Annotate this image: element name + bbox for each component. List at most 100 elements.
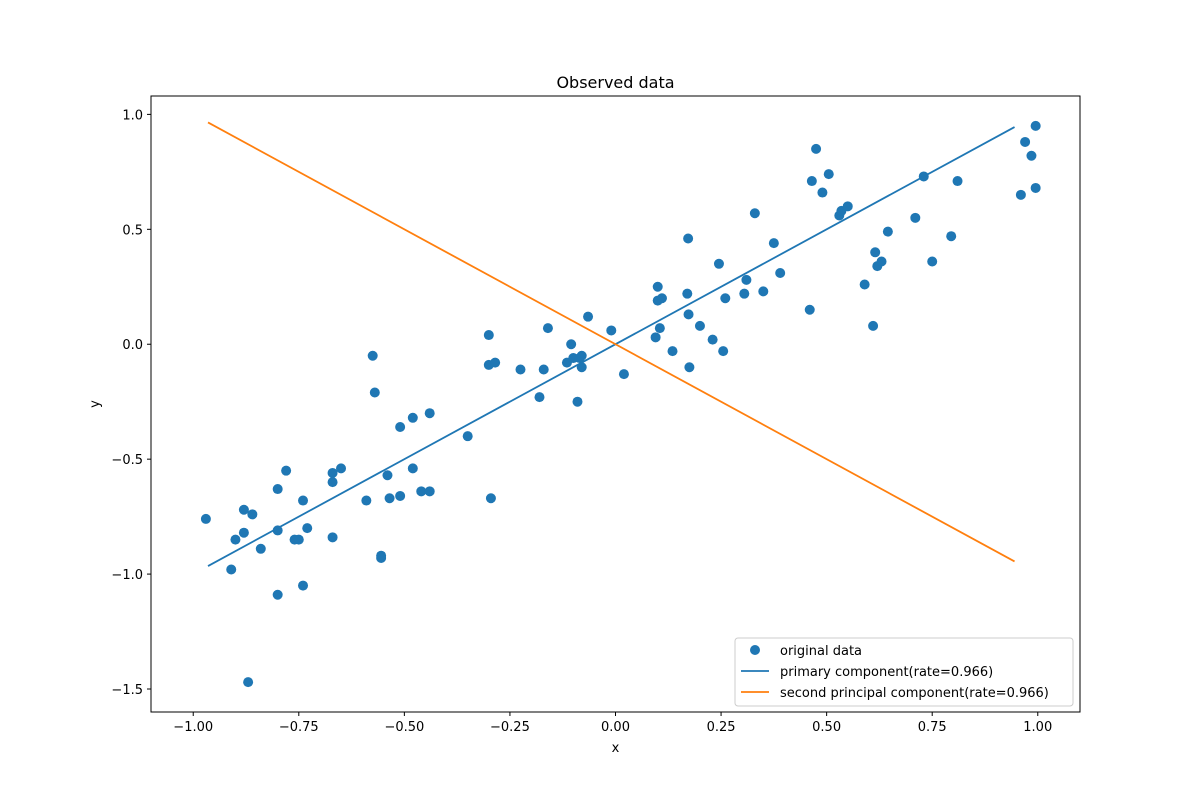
x-tick-label: −1.00 [173, 720, 213, 735]
scatter-point [842, 201, 853, 212]
scatter-point [1020, 136, 1031, 147]
scatter-point [243, 677, 254, 688]
scatter-point [656, 293, 667, 304]
scatter-point [652, 281, 663, 292]
y-axis-label: y [88, 400, 103, 408]
scatter-point [384, 493, 395, 504]
scatter-point [758, 286, 769, 297]
scatter-point [367, 350, 378, 361]
scatter-point [327, 467, 338, 478]
scatter-point [683, 233, 694, 244]
scatter-point [946, 231, 957, 242]
scatter-point [1030, 182, 1041, 193]
scatter-point [327, 532, 338, 543]
legend-label: second principal component(rate=0.966) [780, 686, 1049, 701]
scatter-point [618, 369, 629, 380]
scatter-point [739, 288, 750, 299]
scatter-point [336, 463, 347, 474]
scatter-point [376, 553, 387, 563]
scatter-point [859, 279, 870, 290]
y-tick-label: 0.0 [122, 338, 143, 353]
x-tick-label: 0.75 [918, 720, 947, 735]
scatter-point [542, 323, 553, 334]
scatter-point [281, 465, 292, 476]
scatter-point [882, 226, 893, 237]
scatter-point [667, 346, 678, 357]
x-tick-label: −0.50 [384, 720, 424, 735]
scatter-point [768, 238, 779, 249]
scatter-point [876, 256, 887, 267]
x-tick-label: 0.25 [707, 720, 736, 735]
scatter-point [811, 143, 822, 154]
scatter-point [462, 431, 473, 442]
scatter-point [1026, 150, 1037, 161]
scatter-point [576, 350, 587, 361]
scatter-point [255, 543, 266, 554]
x-tick-label: 1.00 [1023, 720, 1052, 735]
scatter-point [226, 564, 237, 575]
scatter-point [683, 309, 694, 320]
second-component-line [207, 121, 1015, 563]
legend-label: primary component(rate=0.966) [780, 665, 993, 680]
scatter-point [361, 495, 372, 506]
scatter-point [538, 364, 549, 375]
y-tick-label: 1.0 [122, 108, 143, 123]
y-tick-label: 0.5 [122, 223, 143, 238]
scatter-point [927, 256, 938, 267]
scatter-point [654, 323, 665, 334]
scatter-point [804, 304, 815, 315]
scatter-point [407, 412, 418, 423]
scatter-point [293, 534, 304, 545]
scatter-point [952, 176, 963, 187]
scatter-point [775, 267, 786, 278]
scatter-point [382, 470, 393, 481]
scatter-point [298, 580, 309, 591]
scatter-point [515, 364, 526, 375]
scatter-point [272, 484, 283, 495]
scatter-point [650, 332, 661, 343]
scatter-point [424, 408, 435, 419]
legend-box [734, 637, 1074, 707]
scatter-point [483, 330, 494, 341]
x-tick-label: 0.50 [812, 720, 841, 735]
scatter-point [718, 346, 729, 357]
scatter-point [238, 527, 249, 538]
scatter-point [606, 325, 617, 336]
scatter-point [682, 288, 693, 299]
y-tick-label: −1.0 [111, 568, 143, 583]
scatter-point [247, 509, 258, 520]
scatter-point [272, 589, 283, 600]
y-tick-label: −0.5 [111, 453, 143, 468]
scatter-point [424, 486, 435, 497]
scatter-point [327, 477, 338, 488]
scatter-point [485, 493, 496, 504]
scatter-point [823, 169, 834, 180]
scatter-point [1030, 120, 1041, 131]
y-tick-label: −1.5 [111, 683, 143, 698]
x-tick-label: −0.75 [279, 720, 319, 735]
scatter-point [200, 513, 211, 524]
scatter-point [806, 176, 817, 187]
scatter-point [272, 525, 283, 536]
scatter-point [302, 523, 313, 534]
scatter-point [684, 362, 695, 373]
scatter-point [298, 495, 309, 506]
scatter-point [749, 208, 760, 219]
scatter-point [707, 334, 718, 345]
scatter-point [395, 421, 406, 432]
scatter-point [572, 396, 583, 407]
scatter-point [868, 320, 879, 331]
x-tick-label: −0.25 [490, 720, 530, 735]
scatter-point [817, 187, 828, 198]
marks-layer [200, 120, 1041, 688]
scatter-point [583, 311, 594, 322]
scatter-point [238, 504, 249, 515]
x-axis-label: x [612, 741, 620, 756]
legend-marker-scatter [750, 645, 760, 655]
scatter-point [566, 339, 577, 350]
x-tick-label: 0.00 [601, 720, 630, 735]
scatter-point [741, 274, 752, 285]
scatter-point [407, 463, 418, 474]
